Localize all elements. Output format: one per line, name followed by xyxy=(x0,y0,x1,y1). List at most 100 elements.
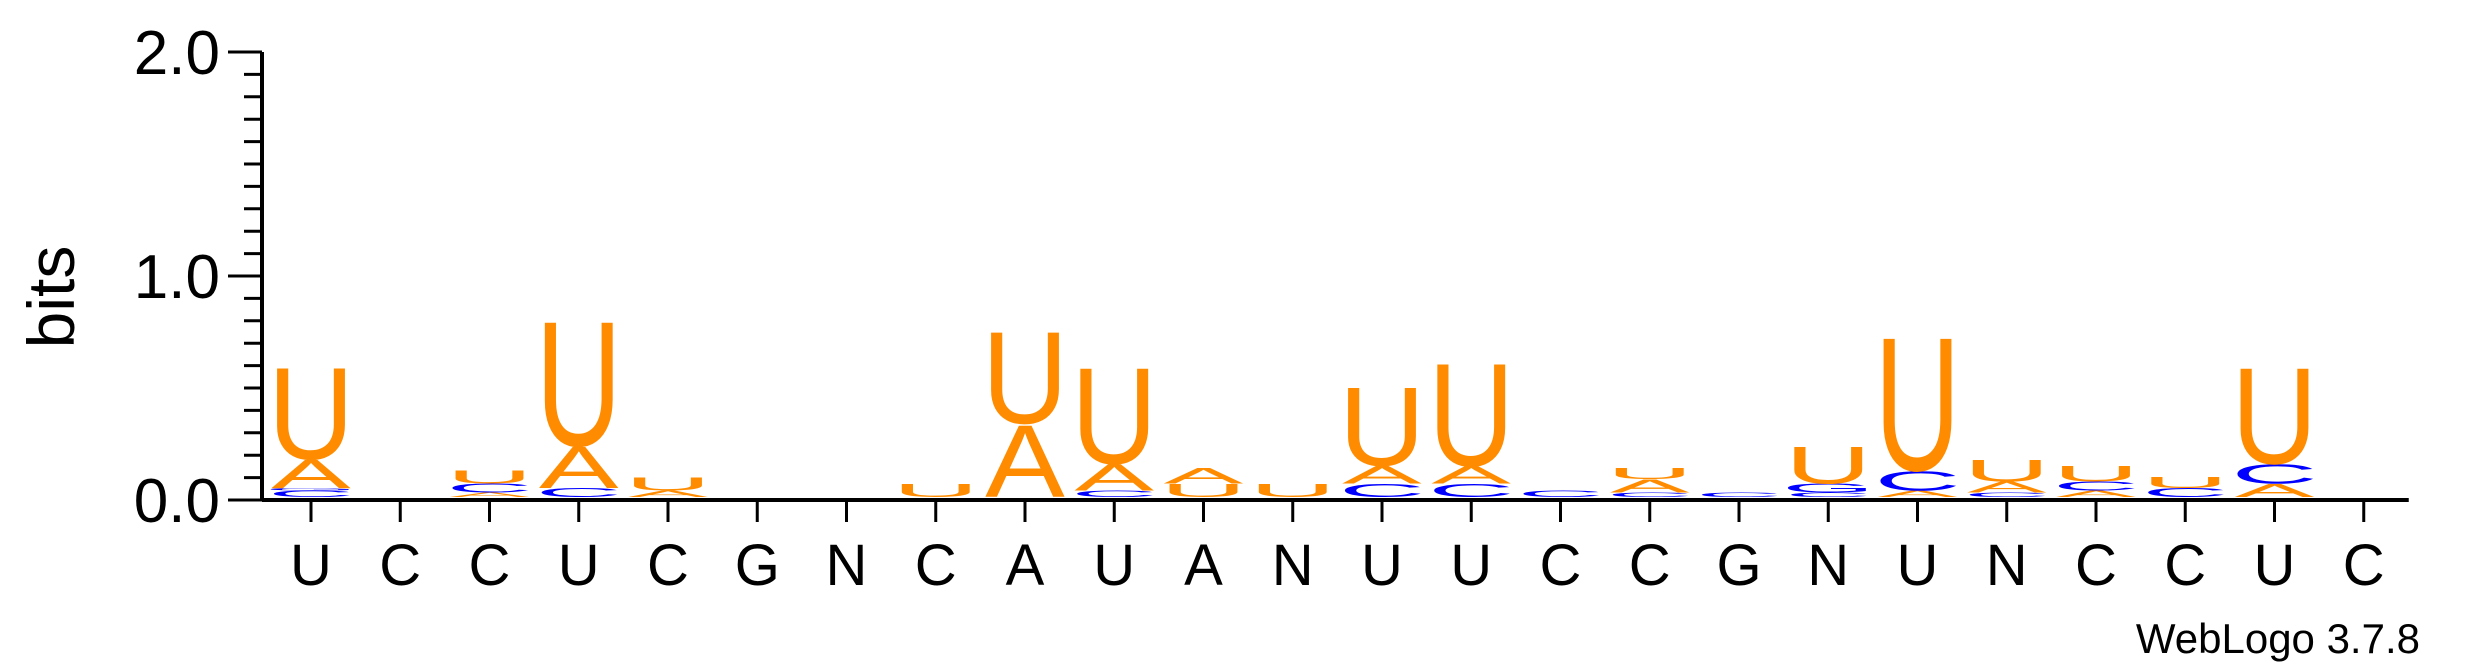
logo-letter-C: C xyxy=(1428,480,1514,501)
logo-letter-C: C xyxy=(1874,465,1960,496)
logo-letter-U: U xyxy=(2231,339,2317,493)
logo-letter-G: G xyxy=(1782,481,1875,495)
logo-letter-A: A xyxy=(1342,461,1422,489)
x-tick-label: C xyxy=(469,533,511,598)
logo-letter-C: C xyxy=(268,488,354,499)
logo-letter-glyph: C xyxy=(2142,486,2228,500)
logo-column: ACU xyxy=(1874,297,1960,510)
logo-letter-glyph: A xyxy=(628,488,708,499)
logo-column: U xyxy=(893,480,979,501)
logo-letter-U: U xyxy=(1339,364,1425,490)
logo-letter-glyph: A xyxy=(1878,488,1958,499)
logo-letter-A: A xyxy=(1610,476,1690,497)
logo-letter-U: U xyxy=(625,474,711,495)
logo-letter-glyph: C xyxy=(1339,480,1425,501)
x-tick-label: N xyxy=(1986,533,2028,598)
logo-letter-glyph: A xyxy=(985,404,1065,520)
logo-letter-C: C xyxy=(2142,486,2228,500)
logo-letter-glyph: U xyxy=(1071,339,1157,493)
logo-letter-A: A xyxy=(628,488,708,499)
weblogo-credit: WebLogo 3.7.8 xyxy=(2136,615,2420,662)
logo-letter-glyph: A xyxy=(1164,464,1245,488)
logo-letter-U: U xyxy=(1428,334,1514,498)
logo-column: CU xyxy=(2142,474,2228,500)
logo-column: ACU xyxy=(2053,462,2139,499)
logo-column: CGU xyxy=(1782,435,1875,498)
logo-letter-glyph: U xyxy=(1339,364,1425,490)
logo-letter-glyph: A xyxy=(2235,480,2315,501)
x-tick-label: U xyxy=(1450,533,1492,598)
logo-letter-C: C xyxy=(1785,491,1871,498)
x-tick-label: C xyxy=(1629,533,1671,598)
logo-letter-C: C xyxy=(1517,488,1603,499)
logo-letter-glyph: G xyxy=(1782,481,1875,495)
y-axis: 0.0 1.0 2.0 xyxy=(134,19,264,536)
logo-column: AU xyxy=(625,474,711,499)
logo-column: C xyxy=(1696,491,1782,498)
logo-letter-C: C xyxy=(536,486,622,500)
logo-letter-glyph: C xyxy=(1607,491,1693,498)
logo-letter-A: A xyxy=(2056,488,2136,499)
logo-letter-glyph: C xyxy=(1517,488,1603,499)
x-tick-label: C xyxy=(647,533,689,598)
logo-letter-U: U xyxy=(1160,480,1246,501)
x-tick-label: U xyxy=(2254,533,2296,598)
logo-letter-glyph: A xyxy=(1610,476,1690,497)
logo-letter-U: U xyxy=(268,340,354,488)
logo-letter-glyph: C xyxy=(1428,480,1514,501)
logo-letter-U: U xyxy=(1250,480,1336,501)
logo-letter-glyph: A xyxy=(1967,479,2047,496)
y-tick-label: 1.0 xyxy=(134,243,220,312)
logo-letter-C: C xyxy=(1607,491,1693,498)
logo-column: CAU xyxy=(1071,339,1157,498)
logo-letter-glyph: C xyxy=(268,488,354,499)
logo-letter-glyph: U xyxy=(2142,474,2228,491)
logo-letter-glyph: A xyxy=(450,491,530,498)
logo-letter-A: A xyxy=(539,434,619,500)
x-tick-label: C xyxy=(915,533,957,598)
logo-column: UA xyxy=(1160,464,1246,501)
logo-letter-glyph: U xyxy=(2053,462,2139,486)
x-tick-label: U xyxy=(290,533,332,598)
logo-letter-U: U xyxy=(1964,453,2050,488)
logo-column: ACU xyxy=(446,467,532,498)
logo-letter-glyph: A xyxy=(1431,461,1511,489)
logo-column: AU xyxy=(982,304,1068,519)
logo-letter-U: U xyxy=(1071,339,1157,493)
logo-letter-glyph: C xyxy=(1874,465,1960,496)
logo-letter-glyph: U xyxy=(1964,453,2050,488)
logo-letter-U: U xyxy=(2053,462,2139,486)
logo-letter-glyph: U xyxy=(1874,297,1960,510)
x-tick-label: U xyxy=(1093,533,1135,598)
logo-letter-glyph: C xyxy=(2053,479,2139,493)
logo-letter-glyph: U xyxy=(1607,465,1693,482)
logo-letter-glyph: C xyxy=(1071,488,1157,499)
logo-letter-G: G xyxy=(265,487,358,490)
x-tick-label: C xyxy=(2075,533,2117,598)
x-tick-label: C xyxy=(2343,533,2385,598)
logo-column: ACU xyxy=(2231,339,2317,501)
logo-column: C xyxy=(1517,488,1603,499)
logo-letter-glyph: U xyxy=(1160,480,1246,501)
logo-letter-C: C xyxy=(2231,458,2317,489)
logo-letter-U: U xyxy=(1874,297,1960,510)
x-tick-label: C xyxy=(2164,533,2206,598)
x-tick-label: C xyxy=(379,533,421,598)
logo-letter-C: C xyxy=(1071,488,1157,499)
logo-letter-A: A xyxy=(1074,456,1154,498)
logo-letter-glyph: U xyxy=(1250,480,1336,501)
y-tick-label: 2.0 xyxy=(134,19,220,88)
logo-column: CAU xyxy=(1964,453,2050,498)
logo-letter-glyph: U xyxy=(446,467,532,488)
logo-letter-C: C xyxy=(2053,479,2139,493)
x-tick-label: C xyxy=(1540,533,1582,598)
logo-letter-glyph: U xyxy=(268,340,354,488)
logo-column: CAU xyxy=(1339,364,1425,501)
logo-letter-glyph: C xyxy=(1785,491,1871,498)
logo-column: CAU xyxy=(1607,465,1693,498)
logo-letter-glyph: A xyxy=(539,434,619,500)
